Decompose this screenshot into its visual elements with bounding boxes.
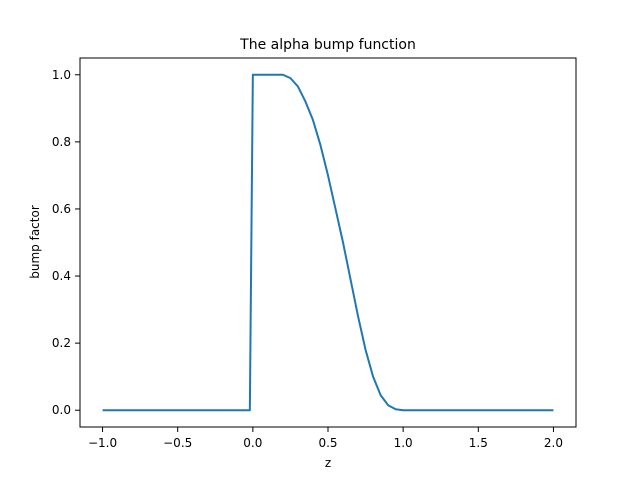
x-tick-label: 2.0 [544,436,563,450]
plot-area-background [80,58,576,427]
y-tick-label: 0.2 [52,336,71,350]
y-tick-label: 0.4 [52,269,71,283]
y-tick-label: 0.8 [52,135,71,149]
bump-function-line [102,73,554,412]
y-axis-ticks: 0.0 0.2 0.4 0.6 0.8 1.0 [52,68,80,417]
axes-frame [79,57,577,428]
y-tick-label: 1.0 [52,68,71,82]
y-axis-label: bump factor [28,205,42,279]
x-tick-label: −0.5 [163,436,192,450]
x-tick-label: 1.5 [469,436,488,450]
y-tick-label: 0.6 [52,202,71,216]
x-tick-label: 0.0 [243,436,262,450]
y-tick-label: 0.0 [52,403,71,417]
x-axis-label: z [325,456,331,470]
x-axis-ticks: −1.0 −0.5 0.0 0.5 1.0 1.5 2.0 [88,427,563,450]
x-tick-label: 0.5 [318,436,337,450]
x-tick-label: −1.0 [88,436,117,450]
x-tick-label: 1.0 [394,436,413,450]
chart-title: The alpha bump function [239,37,416,53]
